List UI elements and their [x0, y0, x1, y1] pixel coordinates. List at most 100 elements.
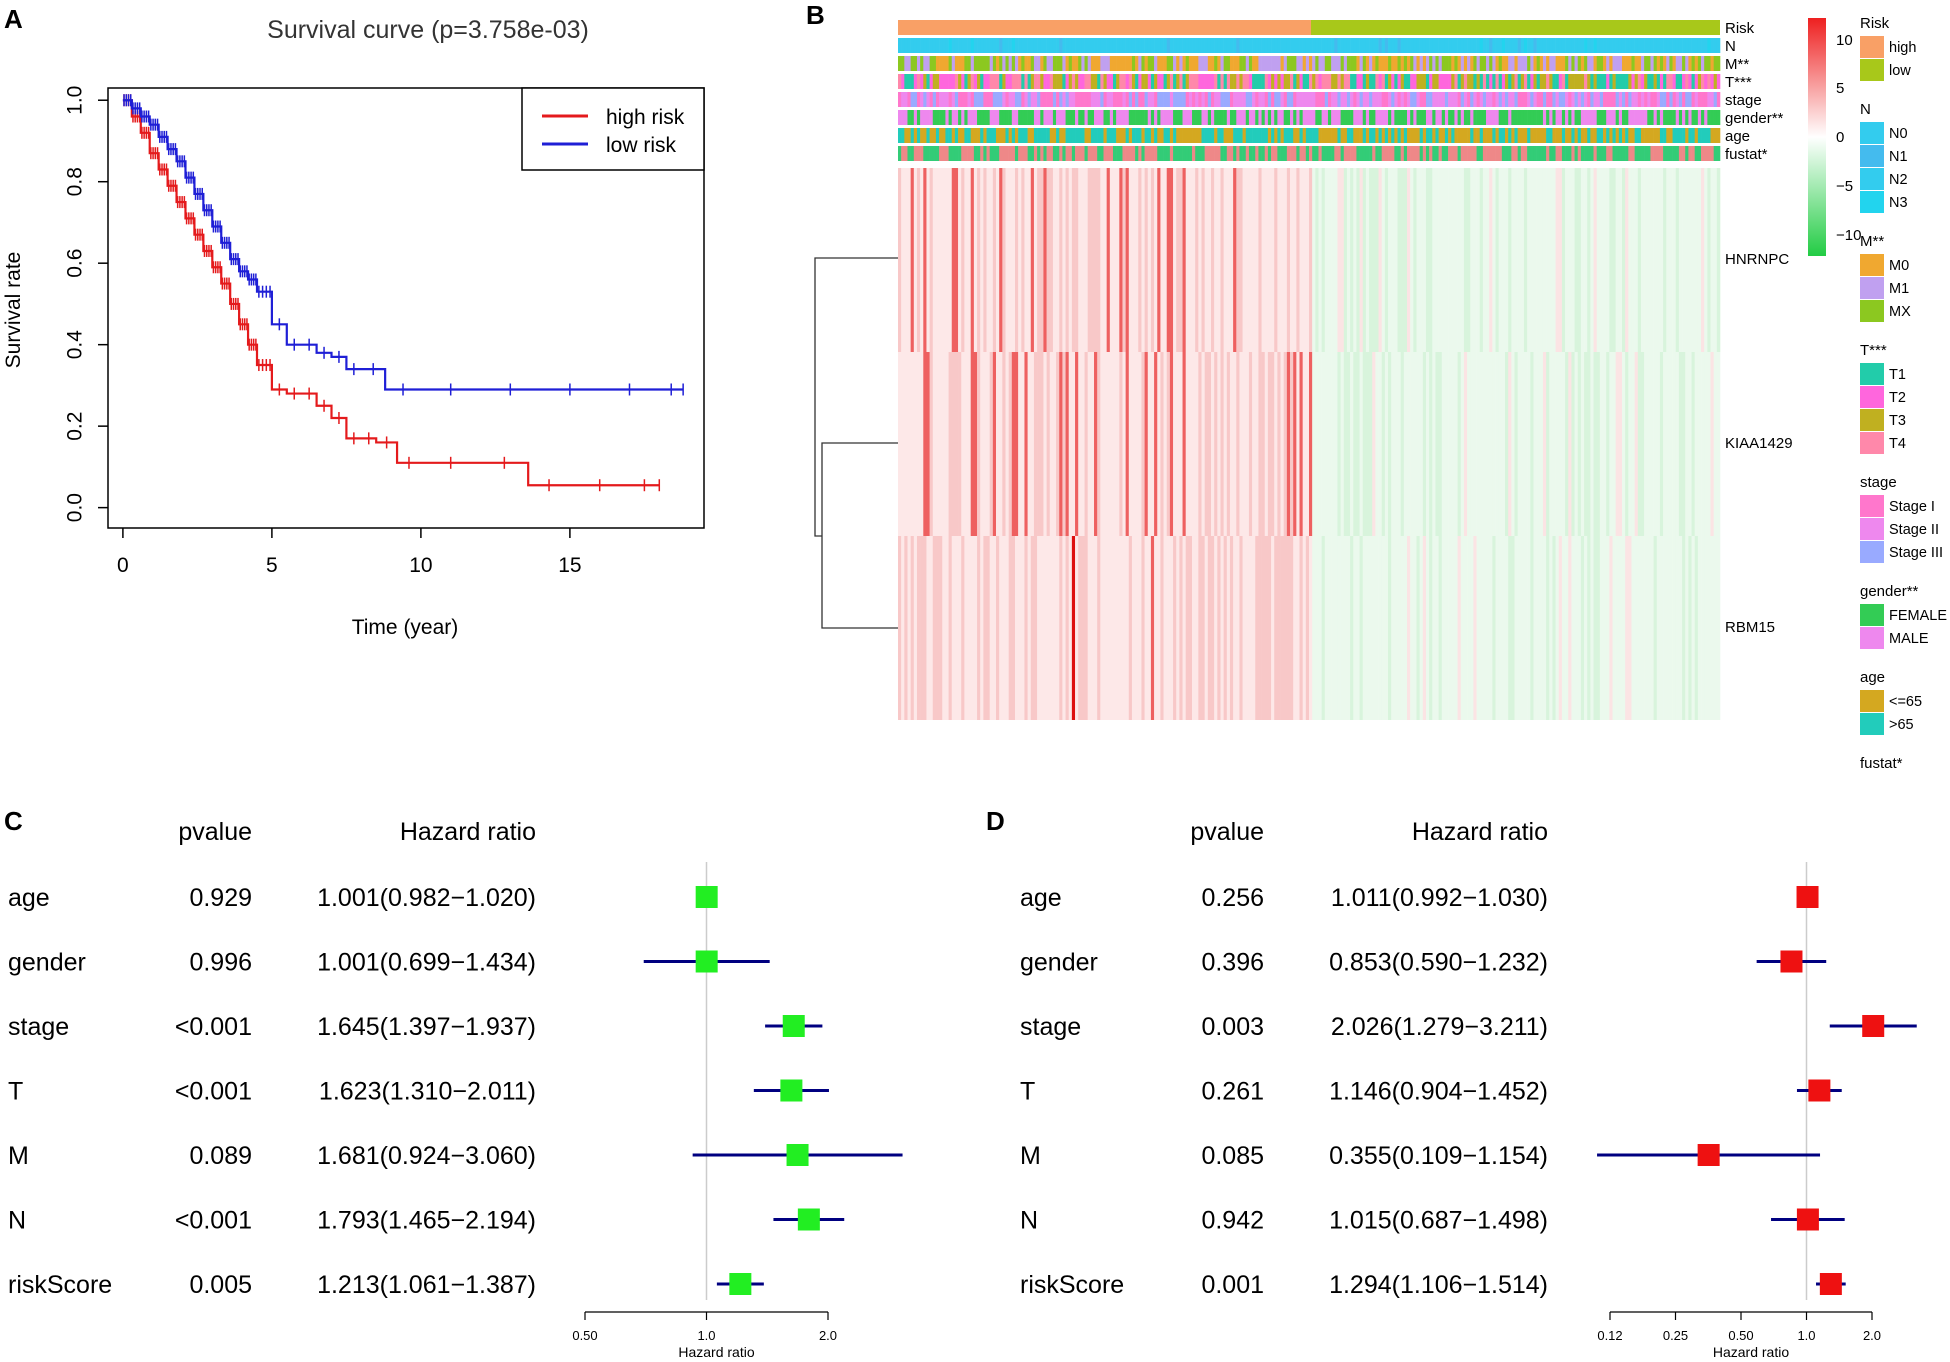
row-pvalue: 0.005 [189, 1271, 252, 1299]
track-cell [1603, 56, 1607, 71]
track-cell [1119, 92, 1123, 107]
track-cell [1603, 38, 1607, 53]
heatmap-cell [1239, 352, 1243, 536]
heatmap-cell [1678, 536, 1683, 720]
track-cell [1192, 146, 1196, 161]
track-cell [1198, 110, 1202, 125]
track-cell [1346, 146, 1351, 161]
track-cell [1400, 146, 1405, 161]
heatmap-cell [1612, 168, 1616, 352]
track-cell [1334, 38, 1338, 53]
track-cell [1441, 38, 1446, 53]
track-cell [1549, 56, 1553, 71]
track-cell [1242, 92, 1247, 107]
track-cell [1081, 74, 1085, 89]
track-cell [1457, 74, 1462, 89]
track-cell [970, 128, 975, 143]
heatmap-cell [1691, 536, 1696, 720]
heatmap-cell [996, 536, 1000, 720]
heatmap-cell [1192, 352, 1196, 536]
heatmap-cell [1362, 536, 1367, 720]
track-cell [1318, 74, 1322, 89]
track-cell [1571, 110, 1575, 125]
track-cell [1169, 38, 1174, 53]
track-cell [1286, 92, 1291, 107]
track-cell [1166, 128, 1171, 143]
track-cell [1533, 56, 1537, 71]
heatmap-cell [1188, 352, 1193, 536]
heatmap-cell [1590, 168, 1594, 352]
track-N [898, 38, 1721, 53]
heatmap-cell [1220, 536, 1224, 720]
track-cell [945, 110, 949, 125]
track-cell [945, 38, 949, 53]
heatmap-cell [1530, 536, 1534, 720]
heatmap-cell [1179, 536, 1183, 720]
track-cell [1315, 146, 1319, 161]
track-cell [1046, 146, 1051, 161]
track-cell [1621, 92, 1626, 107]
track-cell [1037, 146, 1041, 161]
track-cell [1359, 38, 1364, 53]
track-cell [1286, 74, 1291, 89]
track-cell [1419, 110, 1424, 125]
track-cell [1678, 92, 1683, 107]
heatmap-cell [1523, 536, 1528, 720]
track-cell [910, 128, 915, 143]
legend-title: stage [1860, 474, 1897, 491]
heatmap-cell [1539, 352, 1544, 536]
track-cell [1040, 146, 1044, 161]
track-cell [1084, 146, 1088, 161]
track-cell [1520, 74, 1525, 89]
heatmap-cell [1666, 168, 1670, 352]
track-cell [1106, 56, 1111, 71]
track-cell [1473, 38, 1477, 53]
heatmap-cell [1609, 168, 1613, 352]
track-cell [1274, 146, 1278, 161]
heatmap-cell [1707, 352, 1711, 536]
track-cell [1432, 38, 1436, 53]
header-hazard-ratio: Hazard ratio [400, 818, 536, 846]
track-cell [1397, 110, 1401, 125]
forest-x-tick-label-0: 0.12 [1597, 1328, 1622, 1343]
heatmap-cell [1369, 168, 1373, 352]
track-cell [1331, 56, 1335, 71]
track-cell [1040, 38, 1044, 53]
track-cell [1188, 38, 1193, 53]
track-cell [1299, 74, 1303, 89]
x-tick-label-3: 15 [558, 554, 581, 577]
track-cell [1236, 92, 1240, 107]
track-cell [1201, 146, 1205, 161]
track-cell [1628, 146, 1632, 161]
hr-box [1697, 1144, 1720, 1166]
heatmap-cell [1707, 168, 1711, 352]
track-cell [1701, 92, 1705, 107]
heatmap-cell [920, 536, 924, 720]
track-cell [1008, 38, 1013, 53]
row-name: stage [8, 1013, 69, 1041]
heatmap-cell [1523, 168, 1528, 352]
track-cell [1097, 92, 1101, 107]
track-cell [1457, 38, 1462, 53]
heatmap-cell [1388, 168, 1392, 352]
track-cell [907, 56, 911, 71]
track-cell [1505, 110, 1509, 125]
legend-swatch [1860, 254, 1884, 276]
track-cell [951, 92, 956, 107]
track-cell [1271, 74, 1275, 89]
track-cell [1350, 92, 1354, 107]
track-cell [1296, 128, 1300, 143]
track-cell [1596, 56, 1601, 71]
heatmap-cell [1286, 352, 1291, 536]
track-cell [964, 38, 968, 53]
track-cell [967, 128, 972, 143]
heatmap-cell [1463, 168, 1468, 352]
track-cell [1432, 128, 1436, 143]
heatmap-cell [1463, 352, 1468, 536]
track-cell [1403, 146, 1408, 161]
heatmap-cell [1561, 352, 1566, 536]
track-cell [1558, 128, 1563, 143]
track-cell [1489, 38, 1493, 53]
scale-tick-2: 0 [1836, 129, 1844, 146]
forest-x-tick-label-3: 1.0 [1797, 1328, 1815, 1343]
